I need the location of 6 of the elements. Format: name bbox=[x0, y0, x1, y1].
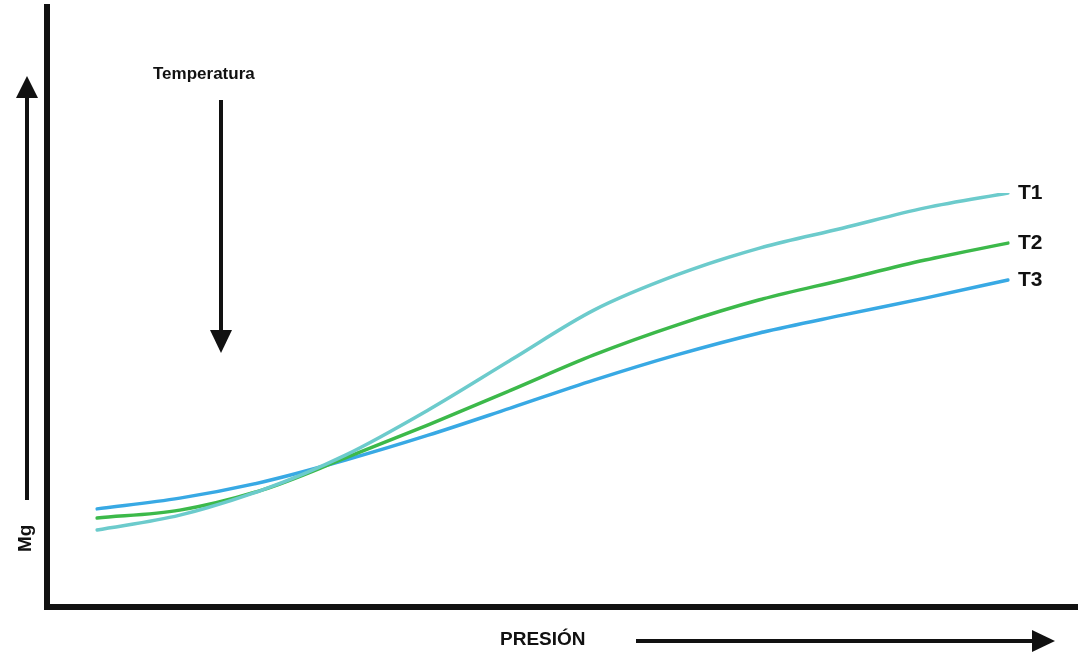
series-label: T1 bbox=[1018, 179, 1043, 203]
y-axis-title: Mg bbox=[14, 524, 36, 552]
text: Temperatura bbox=[153, 64, 255, 84]
series-label: T2 bbox=[1018, 229, 1043, 253]
x-axis-title: PRESIÓN bbox=[500, 628, 586, 650]
series-label: T3 bbox=[1018, 266, 1043, 290]
